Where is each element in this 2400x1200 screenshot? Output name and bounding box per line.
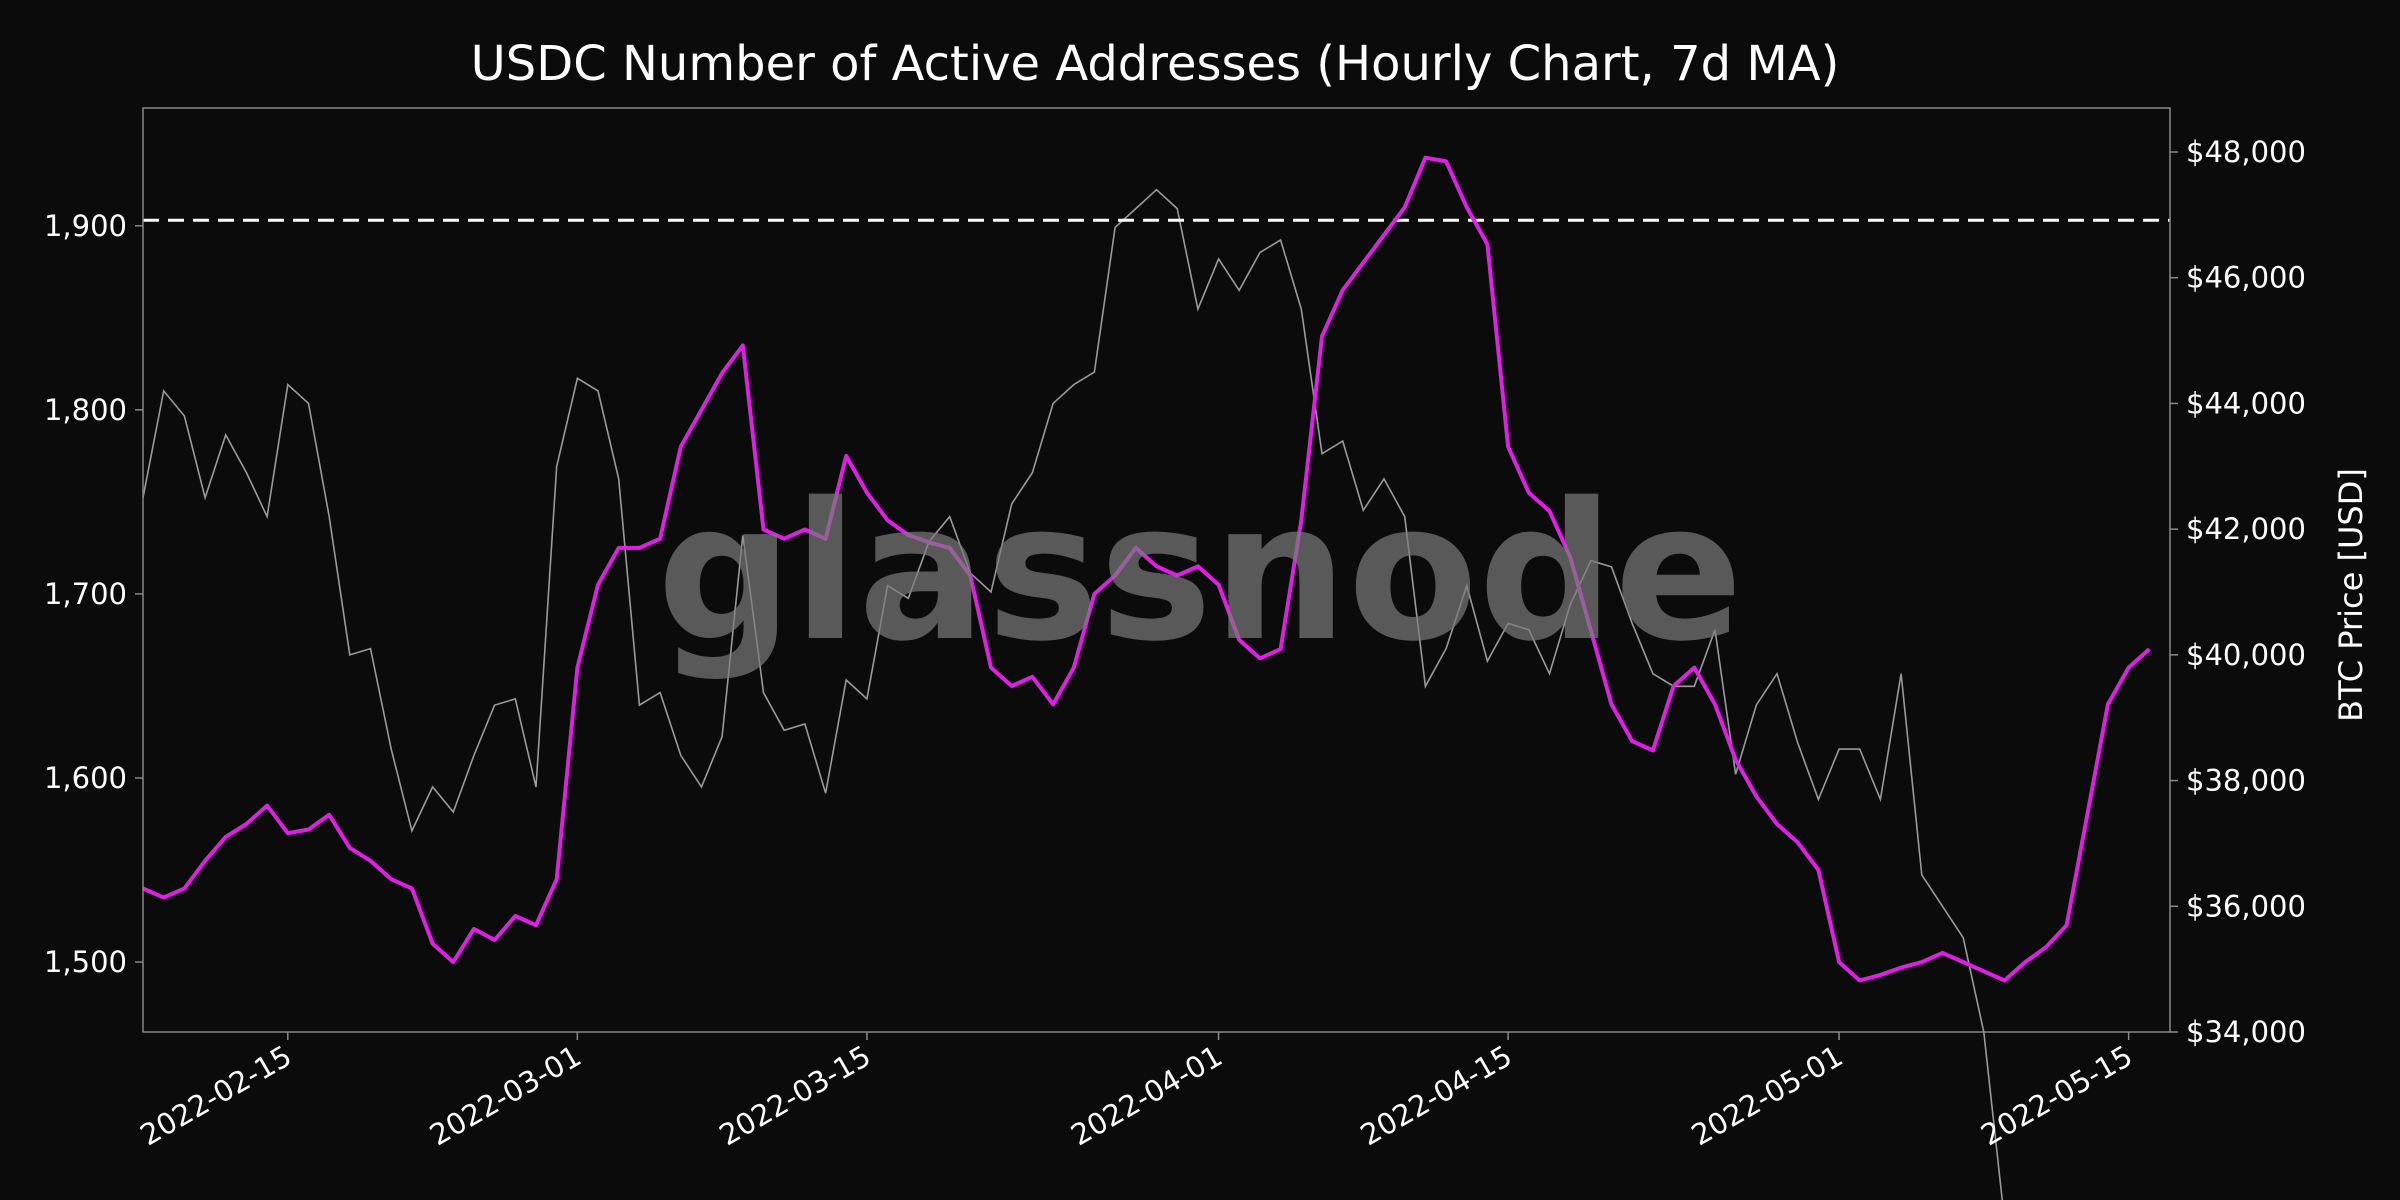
right-y-tick-label: $34,000 <box>2186 1015 2306 1049</box>
left-y-axis: 1,500 1,600 1,700 1,800 1,900 <box>44 209 143 979</box>
plot-border <box>142 107 2171 1033</box>
right-y-axis: $34,000 $36,000 $38,000 $40,000 $42,000 $44,0… <box>2170 135 2306 1049</box>
chart-title: USDC Number of Active Addresses (Hourly … <box>471 36 1840 92</box>
left-y-tick-label: 1,800 <box>44 393 127 427</box>
x-tick-label: 2022-04-15 <box>1355 1039 1518 1153</box>
plot-area <box>142 107 2171 1200</box>
right-y-tick-label: $38,000 <box>2186 764 2306 798</box>
right-y-tick-label: $40,000 <box>2186 638 2306 672</box>
btc-price-line <box>142 188 2004 1200</box>
x-tick-label: 2022-04-01 <box>1065 1039 1228 1153</box>
x-tick-label: 2022-05-01 <box>1686 1039 1849 1153</box>
right-y-tick-label: $48,000 <box>2186 135 2306 169</box>
x-tick-label: 2022-03-15 <box>713 1039 876 1153</box>
x-tick-label: 2022-02-15 <box>134 1039 297 1153</box>
left-y-tick-label: 1,700 <box>44 577 127 611</box>
right-y-axis-label: BTC Price [USD] <box>2332 468 2370 722</box>
left-y-tick-label: 1,500 <box>44 945 127 979</box>
x-axis: 2022-02-15 2022-03-01 2022-03-15 2022-04-01… <box>134 1032 2138 1152</box>
right-y-tick-label: $46,000 <box>2186 261 2306 295</box>
right-y-tick-label: $42,000 <box>2186 512 2306 546</box>
left-y-tick-label: 1,900 <box>44 209 127 243</box>
x-tick-label: 2022-05-15 <box>1975 1039 2138 1153</box>
left-y-tick-label: 1,600 <box>44 761 127 795</box>
right-y-tick-label: $44,000 <box>2186 386 2306 420</box>
x-tick-label: 2022-03-01 <box>424 1039 587 1153</box>
glassnode-watermark: glassnode <box>657 462 1743 683</box>
active-addresses-line <box>142 155 2151 983</box>
right-y-tick-label: $36,000 <box>2186 889 2306 923</box>
